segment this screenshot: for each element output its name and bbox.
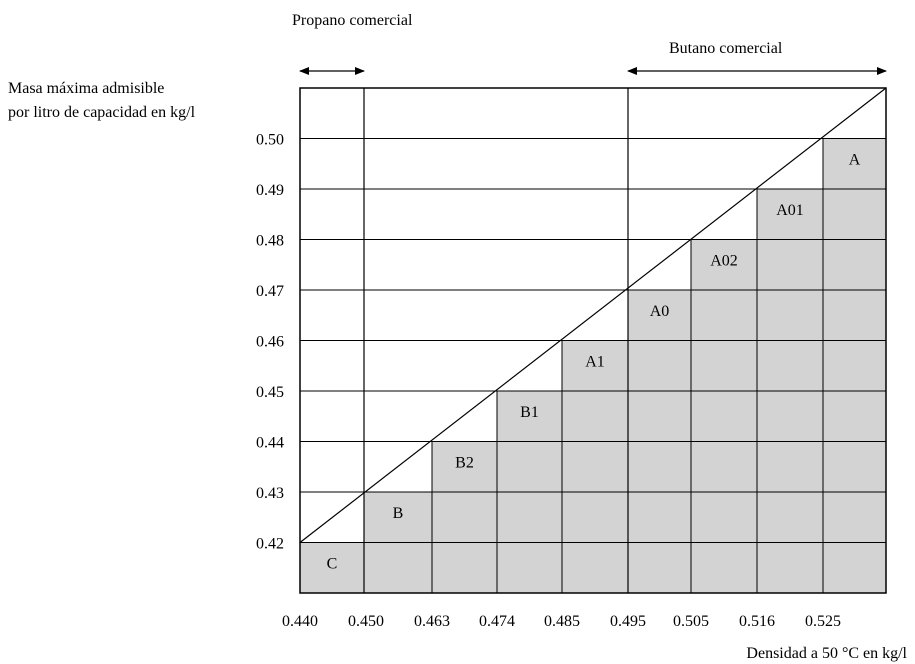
x-tick-label: 0.516	[739, 613, 775, 630]
x-tick-label: 0.474	[479, 613, 515, 630]
y-tick-label: 0.48	[256, 233, 284, 250]
class-label-b2: B2	[455, 455, 474, 472]
diagonal-line	[299, 87, 887, 543]
bar-a02	[690, 239, 758, 594]
gridlines-group	[300, 138, 886, 543]
class-label-a02: A02	[710, 253, 738, 270]
plot-frame	[299, 87, 887, 594]
class-label-b: B	[393, 505, 404, 522]
class-label-a: A	[849, 152, 861, 169]
x-tick-labels: 0.440 0.450 0.463 0.474 0.485 0.495 0.505 0.516…	[282, 613, 841, 630]
range-divider-lines	[363, 88, 629, 593]
x-tick-label: 0.450	[348, 613, 384, 630]
y-tick-label: 0.46	[256, 334, 284, 351]
bar-a	[822, 138, 887, 594]
x-tick-label: 0.505	[673, 613, 709, 630]
y-tick-label: 0.49	[256, 182, 284, 199]
y-tick-label: 0.42	[256, 536, 284, 553]
propane-range-label: Propano comercial	[292, 12, 413, 29]
butane-range-label: Butano comercial	[669, 40, 783, 57]
class-labels: C B B2 B1 A1 A0 A02 A01 A	[327, 152, 861, 573]
class-label-a1: A1	[585, 354, 605, 371]
x-tick-label: 0.485	[544, 613, 580, 630]
class-label-a0: A0	[650, 303, 670, 320]
y-tick-label: 0.47	[256, 283, 284, 300]
y-tick-label: 0.43	[256, 485, 284, 502]
class-label-c: C	[327, 556, 338, 573]
y-tick-label: 0.50	[256, 132, 284, 149]
class-label-a01: A01	[776, 202, 804, 219]
y-tick-label: 0.45	[256, 384, 284, 401]
x-tick-label: 0.495	[610, 613, 646, 630]
bar-c	[299, 542, 365, 594]
class-label-b1: B1	[520, 404, 539, 421]
y-axis-title-line-2: por litro de capacidad en kg/l	[8, 104, 196, 121]
x-axis-title: Densidad a 50 °C en kg/l	[746, 645, 907, 662]
y-tick-label: 0.44	[256, 435, 284, 452]
y-tick-labels: 0.42 0.43 0.44 0.45 0.46 0.47 0.48 0.49 0.50	[256, 132, 284, 553]
x-tick-label: 0.525	[805, 613, 841, 630]
bar-a1	[561, 340, 629, 594]
y-axis-title-line-1: Masa máxima admisible	[8, 80, 164, 97]
x-tick-label: 0.440	[282, 613, 318, 630]
x-tick-label: 0.463	[414, 613, 450, 630]
